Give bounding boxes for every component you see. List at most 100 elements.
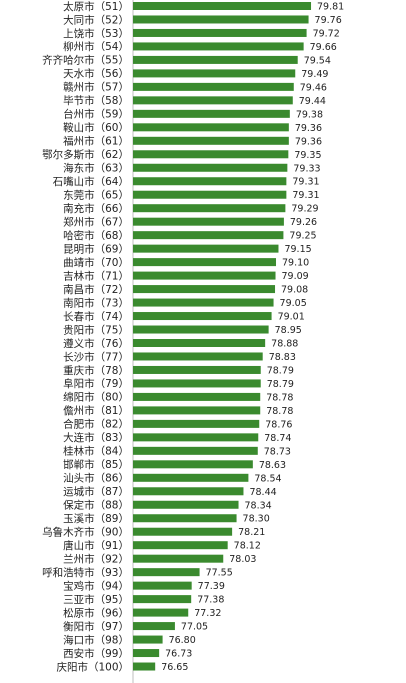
- category-label: 衡阳市（97）: [63, 620, 129, 633]
- value-label: 79.46: [300, 82, 327, 93]
- bar: [133, 150, 289, 159]
- bar: [133, 662, 156, 671]
- value-label: 79.25: [289, 231, 316, 242]
- category-label: 阜阳市（79）: [63, 377, 129, 390]
- bar: [133, 339, 266, 347]
- category-label: 玉溪市（89）: [63, 512, 129, 525]
- bar: [133, 28, 307, 37]
- bar: [133, 15, 309, 24]
- category-label: 重庆市（78）: [63, 364, 129, 377]
- category-label: 三亚市（95）: [63, 593, 129, 606]
- bar: [133, 190, 287, 199]
- value-label: 78.54: [254, 473, 281, 484]
- bar: [133, 271, 276, 280]
- value-label: 78.76: [265, 419, 292, 430]
- category-label: 郑州市（67）: [63, 215, 129, 228]
- bar: [133, 446, 258, 455]
- category-label: 石嘴山市（64）: [53, 175, 129, 188]
- value-label: 79.08: [281, 285, 308, 296]
- bar: [133, 163, 288, 172]
- category-label: 儋州市（81）: [63, 404, 129, 417]
- category-label: 天水市（56）: [63, 67, 129, 80]
- bar: [133, 352, 263, 361]
- bar: [133, 69, 296, 78]
- bar: [133, 460, 253, 469]
- bar: [133, 231, 284, 240]
- bar: [133, 204, 286, 213]
- bar: [133, 635, 163, 644]
- category-label: 哈密市（68）: [63, 229, 129, 242]
- bar: [133, 109, 290, 118]
- category-label: 遵义市（76）: [63, 337, 129, 350]
- bar: [133, 136, 289, 145]
- category-label: 兰州市（92）: [63, 552, 129, 565]
- value-label: 79.26: [290, 217, 317, 228]
- bar: [133, 649, 160, 658]
- value-label: 78.03: [229, 554, 256, 565]
- bar: [133, 608, 189, 617]
- value-label: 78.79: [267, 365, 294, 376]
- category-label: 吉林市（71）: [63, 269, 129, 282]
- value-labels: 79.81 79.76 79.72 79.66 79.54 79.49 79.46 79.44…: [161, 2, 344, 674]
- category-label: 乌鲁木齐市（90）: [42, 526, 129, 539]
- category-label: 大同市（52）: [63, 13, 129, 26]
- value-label: 79.05: [280, 298, 307, 309]
- value-label: 78.78: [266, 392, 293, 403]
- category-label: 松原市（96）: [63, 606, 129, 619]
- value-label: 78.79: [267, 379, 294, 390]
- category-label: 南昌市（72）: [63, 283, 129, 296]
- value-label: 78.78: [266, 406, 293, 417]
- bar: [133, 568, 200, 577]
- value-label: 79.15: [284, 244, 311, 255]
- bar: [133, 392, 261, 401]
- category-label: 绵阳市（80）: [63, 391, 129, 404]
- bar: [133, 55, 298, 64]
- value-label: 78.34: [245, 500, 272, 511]
- value-label: 79.38: [296, 109, 323, 120]
- bar: [133, 258, 277, 267]
- category-label: 福州市（61）: [63, 135, 129, 148]
- category-label: 台州市（59）: [63, 108, 129, 121]
- bar: [133, 554, 224, 563]
- value-label: 79.49: [301, 69, 328, 80]
- category-label: 运城市（87）: [63, 485, 129, 498]
- value-label: 79.01: [278, 312, 305, 323]
- value-label: 79.54: [304, 55, 331, 66]
- category-label: 保定市（88）: [63, 499, 129, 512]
- bar: [133, 285, 276, 294]
- bar: [133, 177, 287, 186]
- category-label: 呼和浩特市（93）: [42, 566, 129, 579]
- value-label: 78.30: [243, 514, 270, 525]
- bar: [133, 244, 279, 253]
- bar: [133, 42, 304, 51]
- bar: [133, 298, 274, 307]
- category-label: 庆阳市（100）: [56, 660, 129, 673]
- category-label: 贵阳市（75）: [63, 323, 129, 336]
- bar: [133, 500, 239, 509]
- category-label: 邯郸市（85）: [63, 458, 129, 471]
- value-label: 79.10: [282, 258, 309, 269]
- bar: [133, 419, 260, 428]
- value-label: 78.74: [264, 433, 291, 444]
- category-label: 鞍山市（60）: [63, 121, 129, 134]
- value-label: 78.88: [271, 339, 298, 350]
- value-label: 77.32: [194, 608, 221, 619]
- value-label: 78.95: [275, 325, 302, 336]
- category-label: 太原市（51）: [63, 0, 129, 13]
- bar: [133, 312, 272, 321]
- value-label: 76.73: [165, 649, 192, 660]
- value-label: 79.76: [315, 15, 342, 26]
- bar: [133, 379, 261, 388]
- category-label: 昆明市（69）: [63, 242, 129, 255]
- value-label: 77.38: [197, 595, 224, 606]
- bar: [133, 96, 293, 105]
- bar: [133, 581, 192, 590]
- value-label: 78.12: [234, 541, 261, 552]
- value-label: 77.05: [181, 622, 208, 633]
- value-label: 79.81: [317, 2, 344, 13]
- value-label: 77.39: [198, 581, 225, 592]
- value-label: 78.83: [269, 352, 296, 363]
- category-label: 赣州市（57）: [63, 81, 129, 94]
- category-label: 长沙市（77）: [63, 350, 129, 363]
